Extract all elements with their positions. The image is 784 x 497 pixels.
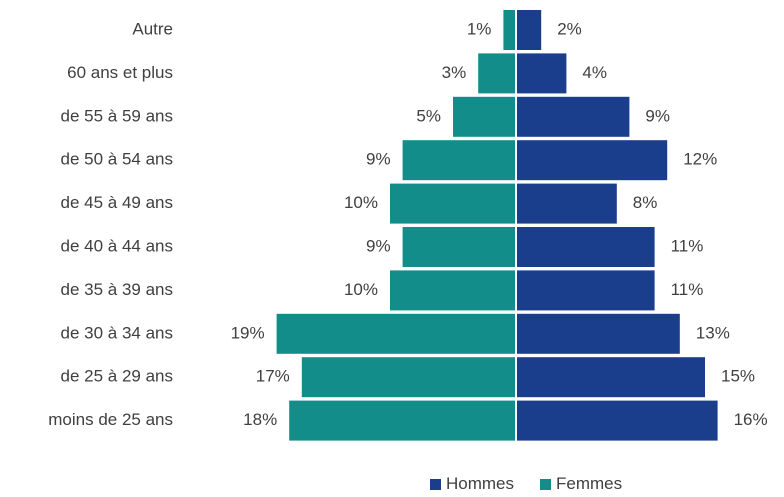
population-pyramid-chart: Autre 1% 2% 60 ans et plus 3% 4% de 55 à 59 an… — [48, 10, 768, 441]
bar-hommes-de-50-a-54-ans — [516, 140, 668, 181]
legend-item-femmes: Femmes — [540, 474, 622, 494]
bar-femmes-60-ans-et-plus — [478, 53, 516, 94]
data-label-hommes-moins-de-25-ans: 16% — [734, 410, 768, 429]
legend-item-hommes: Hommes — [430, 474, 514, 494]
legend-label-femmes: Femmes — [556, 474, 623, 493]
legend: Hommes Femmes — [430, 474, 622, 494]
category-label-de-25-a-29-ans: de 25 à 29 ans — [61, 367, 173, 386]
data-label-femmes-de-25-a-29-ans: 17% — [256, 367, 290, 386]
data-label-femmes-de-30-a-34-ans: 19% — [231, 323, 265, 342]
bar-femmes-moins-de-25-ans — [289, 400, 516, 441]
bar-femmes-de-25-a-29-ans — [301, 357, 516, 398]
category-label-de-55-a-59-ans: de 55 à 59 ans — [61, 106, 173, 125]
bar-hommes-autre — [516, 10, 542, 50]
bar-hommes-de-45-a-49-ans — [516, 183, 617, 224]
bar-femmes-de-30-a-34-ans — [276, 313, 516, 354]
data-label-femmes-de-50-a-54-ans: 9% — [366, 150, 391, 169]
bar-femmes-de-45-a-49-ans — [390, 183, 516, 224]
data-label-femmes-de-40-a-44-ans: 9% — [366, 236, 391, 255]
category-label-autre: Autre — [132, 19, 173, 38]
bar-femmes-de-35-a-39-ans — [390, 270, 516, 311]
legend-swatch-femmes — [540, 478, 552, 490]
bar-femmes-de-55-a-59-ans — [453, 96, 516, 137]
data-label-hommes-de-40-a-44-ans: 11% — [671, 236, 704, 255]
bar-femmes-de-50-a-54-ans — [402, 140, 516, 181]
data-label-hommes-de-30-a-34-ans: 13% — [696, 323, 730, 342]
bar-hommes-de-35-a-39-ans — [516, 270, 655, 311]
category-label-moins-de-25-ans: moins de 25 ans — [48, 410, 173, 429]
legend-swatch-hommes — [430, 478, 441, 490]
data-label-hommes-de-50-a-54-ans: 12% — [683, 150, 717, 169]
bar-hommes-de-30-a-34-ans — [516, 313, 680, 354]
data-label-femmes-de-45-a-49-ans: 10% — [344, 193, 378, 212]
data-label-femmes-autre: 1% — [467, 19, 492, 38]
bar-hommes-de-40-a-44-ans — [516, 227, 655, 267]
category-label-de-50-a-54-ans: de 50 à 54 ans — [61, 150, 173, 169]
bar-femmes-autre — [503, 10, 516, 50]
data-label-hommes-de-55-a-59-ans: 9% — [645, 106, 670, 125]
legend-label-hommes: Hommes — [446, 474, 515, 493]
data-label-femmes-60-ans-et-plus: 3% — [442, 63, 467, 82]
category-label-60-ans-et-plus: 60 ans et plus — [67, 63, 173, 82]
data-label-hommes-60-ans-et-plus: 4% — [582, 63, 607, 82]
bar-hommes-de-25-a-29-ans — [516, 357, 705, 398]
data-label-hommes-autre: 2% — [557, 19, 582, 38]
bar-hommes-60-ans-et-plus — [516, 53, 567, 94]
data-label-hommes-de-35-a-39-ans: 11% — [671, 280, 704, 299]
data-label-hommes-de-45-a-49-ans: 8% — [633, 193, 658, 212]
category-label-de-45-a-49-ans: de 45 à 49 ans — [61, 193, 173, 212]
category-label-de-35-a-39-ans: de 35 à 39 ans — [61, 280, 173, 299]
category-label-de-30-a-34-ans: de 30 à 34 ans — [61, 323, 173, 342]
category-label-de-40-a-44-ans: de 40 à 44 ans — [61, 236, 173, 255]
data-label-femmes-moins-de-25-ans: 18% — [243, 410, 277, 429]
bar-hommes-moins-de-25-ans — [516, 400, 718, 441]
bar-hommes-de-55-a-59-ans — [516, 96, 630, 137]
bar-femmes-de-40-a-44-ans — [402, 227, 516, 267]
data-label-femmes-de-35-a-39-ans: 10% — [344, 280, 378, 299]
data-label-femmes-de-55-a-59-ans: 5% — [416, 106, 441, 125]
data-label-hommes-de-25-a-29-ans: 15% — [721, 367, 755, 386]
